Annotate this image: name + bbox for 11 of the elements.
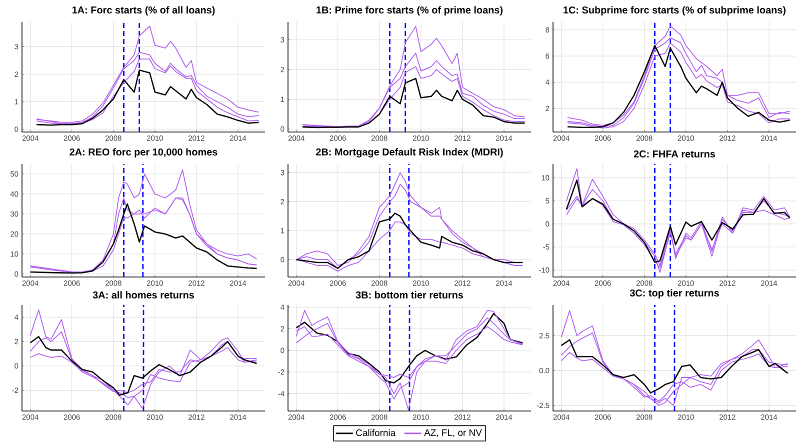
legend-label: AZ, FL, or NV [424,429,482,438]
chart-title: 1B: Prime forc starts (% of prime loans) [316,6,503,16]
chart-title: 3C: top tier returns [630,289,719,298]
chart-title: 1A: Forc starts (% of all loans) [72,6,215,16]
chart-title: 1C: Subprime forc starts (% of subprime loans) [564,6,786,16]
chart-title: 3A: all homes returns [92,291,194,298]
chart-title: 2C: FHFA returns [634,150,716,158]
legend-label: California [356,429,396,436]
chart-title: 3B: bottom tier returns [356,291,464,298]
chart-title: 2B: Mortgage Default Risk Index (MDRI) [316,148,503,158]
chart-title: 2A: REO forc per 10,000 homes [70,148,218,158]
